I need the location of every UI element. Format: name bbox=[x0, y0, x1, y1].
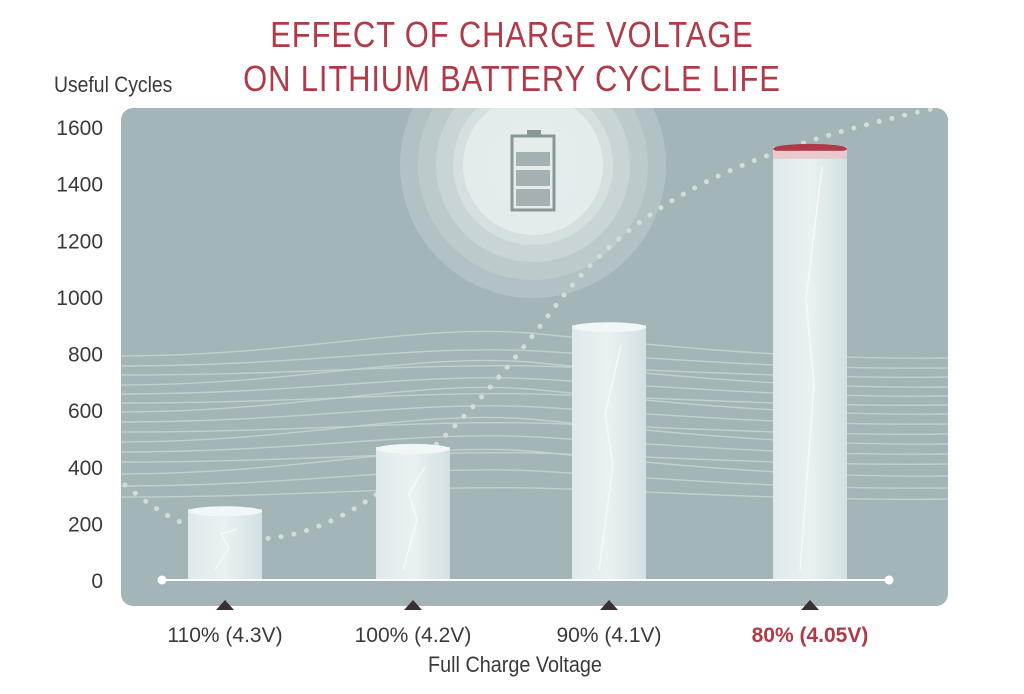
category-marker-2 bbox=[600, 600, 618, 610]
x-tick-label-1: 100% (4.2V) bbox=[355, 624, 472, 647]
bar-2-cap bbox=[572, 322, 646, 333]
x-tick-label-0: 110% (4.3V) bbox=[167, 624, 282, 647]
x-axis-label: Full Charge Voltage bbox=[428, 652, 602, 677]
battery-icon bbox=[510, 130, 556, 212]
chart-title-line-1: EFFECT OF CHARGE VOLTAGE bbox=[270, 14, 754, 55]
bar-0-streak bbox=[214, 528, 238, 571]
y-tick-label-600: 600 bbox=[68, 400, 103, 423]
bar-1-cap bbox=[376, 443, 450, 454]
bar-0 bbox=[188, 509, 262, 580]
bar-3 bbox=[773, 146, 847, 580]
plot-panel bbox=[121, 108, 948, 606]
x-tick-label-2: 90% (4.1V) bbox=[556, 624, 661, 647]
bar-1 bbox=[376, 446, 450, 580]
category-marker-1 bbox=[404, 600, 422, 610]
bar-0-cap bbox=[188, 506, 262, 517]
bar-3-streak bbox=[799, 166, 823, 571]
y-tick-label-1400: 1400 bbox=[56, 174, 103, 197]
bar-2-streak bbox=[598, 345, 622, 571]
bar-3-cap-band bbox=[773, 150, 847, 159]
y-tick-label-0: 0 bbox=[91, 570, 103, 593]
bar-2 bbox=[572, 325, 646, 580]
y-tick-label-1200: 1200 bbox=[56, 230, 103, 253]
x-axis-end-dot bbox=[884, 575, 894, 585]
y-tick-label-1600: 1600 bbox=[56, 117, 103, 140]
category-marker-0 bbox=[216, 600, 234, 610]
y-tick-label-800: 800 bbox=[68, 344, 103, 367]
y-tick-label-400: 400 bbox=[68, 457, 103, 480]
y-tick-labels: 0 200 400 600 800 1000 1200 1400 1600 bbox=[56, 117, 103, 593]
y-tick-label-1000: 1000 bbox=[56, 287, 103, 310]
x-tick-labels: 110% (4.3V) 100% (4.2V) 90% (4.1V) 80% (4.0… bbox=[167, 600, 868, 647]
category-marker-3 bbox=[801, 600, 819, 610]
chart-title-line-2: ON LITHIUM BATTERY CYCLE LIFE bbox=[243, 58, 781, 99]
x-tick-label-3: 80% (4.05V) bbox=[752, 624, 869, 647]
bar-1-streak bbox=[402, 466, 426, 571]
y-axis-label: Useful Cycles bbox=[54, 72, 173, 97]
y-tick-label-200: 200 bbox=[68, 513, 103, 536]
x-axis-start-dot bbox=[157, 575, 167, 585]
bars bbox=[188, 143, 847, 580]
